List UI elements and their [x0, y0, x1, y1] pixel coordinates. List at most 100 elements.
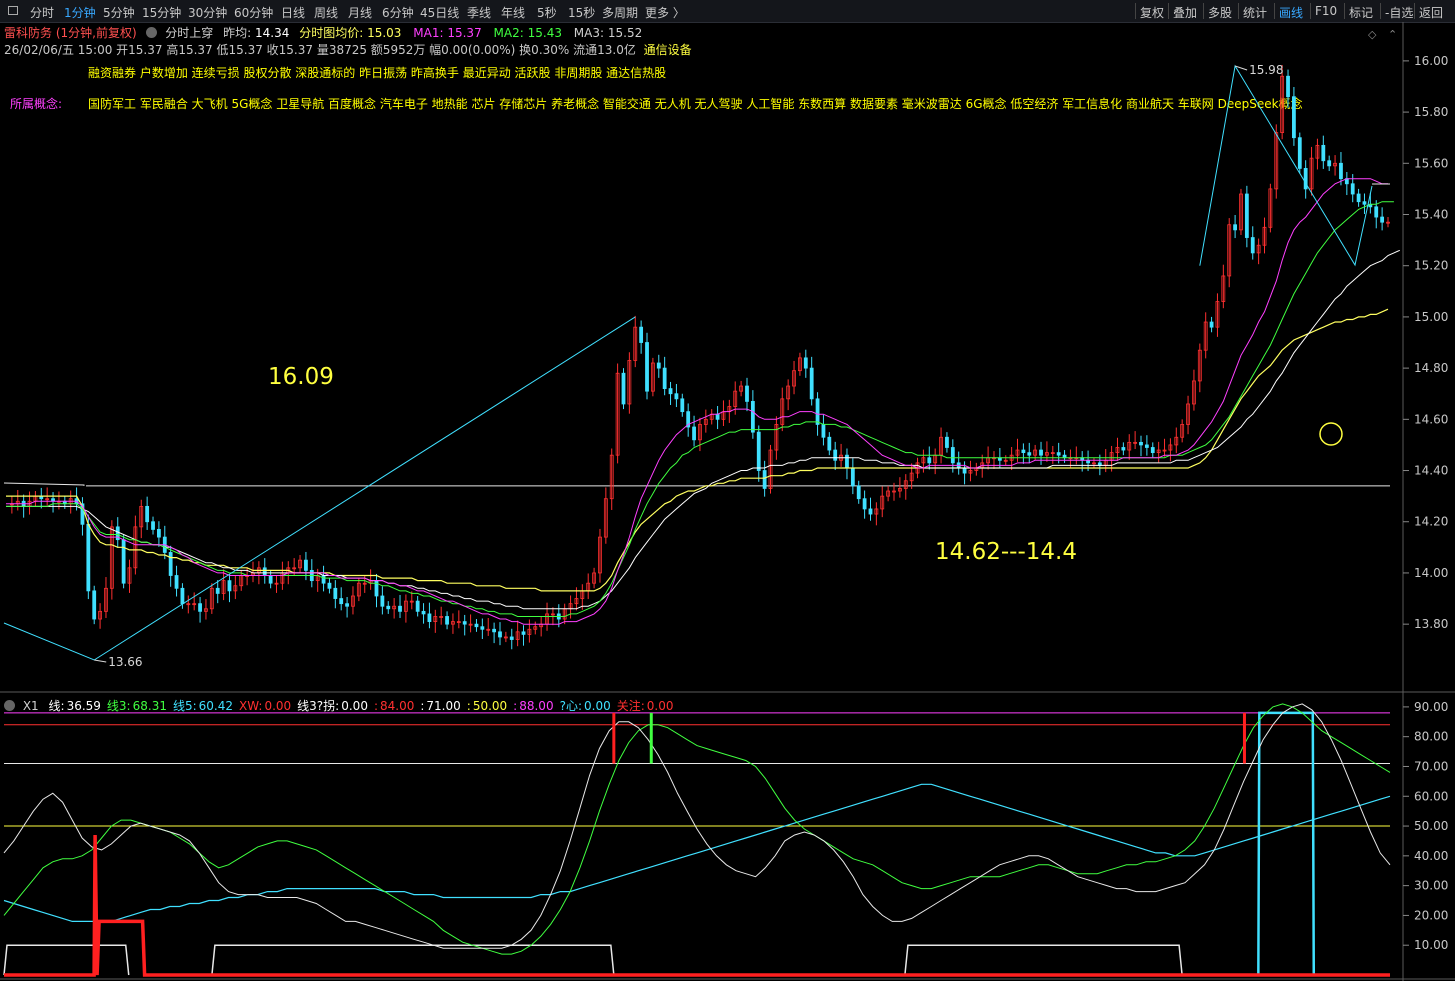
settings-icon[interactable]: ◇ [1368, 28, 1377, 41]
candle-body [1203, 321, 1208, 351]
tab-4[interactable]: 30分钟 [188, 6, 228, 20]
toolbar-btn-3[interactable]: 统计 [1243, 6, 1268, 20]
candle-body [456, 621, 461, 623]
toolbar-btn-8[interactable]: 返回 [1419, 6, 1444, 20]
candle-body [1021, 449, 1026, 454]
ind-label-3: XW: [239, 699, 263, 713]
candle-body [151, 521, 155, 530]
toolbar-btn-4[interactable]: 画线 [1279, 6, 1304, 20]
candle-body [315, 575, 320, 582]
indicator-collapse-icon[interactable] [4, 700, 15, 711]
tab-3[interactable]: 15分钟 [142, 6, 182, 20]
ma3-value: 15.52 [607, 26, 643, 40]
expand-icon[interactable]: ⌃ [1388, 28, 1398, 41]
candle-body [945, 436, 949, 448]
candle-body [786, 385, 791, 400]
tab-13[interactable]: 5秒 [537, 6, 557, 20]
ma2-label: MA2: [493, 26, 524, 40]
dropdown-icon[interactable] [146, 27, 158, 38]
candle-body [1215, 301, 1220, 328]
candle-body [1033, 449, 1038, 456]
ind-tick-label: 70.00 [1414, 759, 1448, 773]
candle-body [68, 498, 73, 505]
ind-label-9: ?心: [559, 699, 582, 713]
ind-cyan-pulse [1257, 711, 1316, 976]
candle-body [292, 567, 297, 570]
tab-6[interactable]: 日线 [281, 6, 306, 20]
candle-body [1315, 144, 1320, 159]
stock-name[interactable]: 雷科防务 (1分钟,前复权) [4, 26, 137, 40]
candle-body [392, 605, 397, 610]
toolbar-btn-7[interactable]: -自选 [1385, 6, 1414, 20]
tab-12[interactable]: 年线 [501, 6, 526, 20]
candle-body [1144, 444, 1149, 448]
indicator-title[interactable]: X1 [22, 699, 39, 713]
candle-body [333, 587, 338, 599]
candle-body [580, 590, 585, 599]
tab-14[interactable]: 15秒 [568, 6, 596, 20]
price-tick-label: 15.20 [1414, 259, 1448, 273]
panel-toggle-icon[interactable] [8, 6, 18, 15]
candle-body [1256, 244, 1261, 254]
ind-label-0: 线: [48, 699, 65, 713]
candle-body [503, 636, 508, 639]
avg-label: 分时图均价: [299, 26, 364, 40]
toolbar-btn-1[interactable]: 叠加 [1173, 6, 1198, 20]
candle-body [157, 529, 161, 538]
toolbar-btn-2[interactable]: 多股 [1208, 6, 1233, 20]
candle-body [1139, 441, 1143, 446]
tab-8[interactable]: 月线 [348, 6, 373, 20]
candle-body [833, 449, 838, 461]
industry-link[interactable]: 通信设备 [643, 43, 692, 57]
candle-body [698, 424, 702, 441]
candle-body [1062, 454, 1067, 459]
candle-body [545, 613, 549, 625]
tab-16[interactable]: 更多 〉 [645, 6, 685, 20]
candle-body [439, 616, 444, 618]
candle-body [574, 598, 579, 605]
candle-body [627, 360, 632, 405]
tab-7[interactable]: 周线 [314, 6, 339, 20]
candle-body [992, 457, 996, 460]
tab-1[interactable]: 1分钟 [64, 6, 96, 20]
candle-body [1268, 188, 1273, 228]
candle-body [1050, 452, 1055, 455]
candle-body [62, 500, 67, 505]
indicator-name[interactable]: 分时上穿 [165, 26, 214, 40]
candle-body [680, 398, 685, 413]
candle-body [809, 367, 814, 400]
price-tick-label: 14.40 [1414, 464, 1448, 478]
tab-2[interactable]: 5分钟 [103, 6, 135, 20]
candle-body [233, 585, 238, 592]
candle-body [133, 526, 138, 569]
candle-body [856, 485, 861, 500]
candle-body [821, 424, 826, 438]
candle-body [298, 559, 302, 569]
stock-tags[interactable]: 融资融券 户数增加 连续亏损 股权分散 深股通标的 昨日振荡 昨高换手 最近异动… [88, 66, 667, 80]
tab-15[interactable]: 多周期 [602, 6, 639, 20]
candle-body [633, 326, 638, 361]
ind-value-9: 0.00 [584, 699, 611, 713]
tab-11[interactable]: 季线 [467, 6, 492, 20]
candle-body [1015, 449, 1020, 456]
toolbar-btn-6[interactable]: 标记 [1349, 6, 1374, 20]
tab-10[interactable]: 45日线 [420, 6, 460, 20]
ind-value-4: 0.00 [341, 699, 368, 713]
candle-body [174, 575, 179, 589]
prev-value: 14.34 [255, 26, 290, 40]
toolbar-btn-0[interactable]: 复权 [1140, 6, 1165, 20]
ind-value-5: 84.00 [380, 699, 415, 713]
candle-body [445, 616, 449, 625]
tab-9[interactable]: 6分钟 [382, 6, 414, 20]
ind-value-0: 36.59 [66, 699, 101, 713]
candle-body [57, 500, 61, 503]
ind-line-cyan [3, 783, 1391, 923]
concept-list[interactable]: 国防军工 军民融合 大飞机 5G概念 卫星导航 百度概念 汽车电子 地热能 芯片… [88, 97, 1303, 111]
candle-body [27, 500, 32, 507]
candle-body [433, 616, 438, 622]
toolbar-btn-5[interactable]: F10 [1315, 4, 1338, 18]
tab-5[interactable]: 60分钟 [234, 6, 274, 20]
tab-0[interactable]: 分时 [30, 6, 55, 20]
candle-body [215, 587, 220, 594]
